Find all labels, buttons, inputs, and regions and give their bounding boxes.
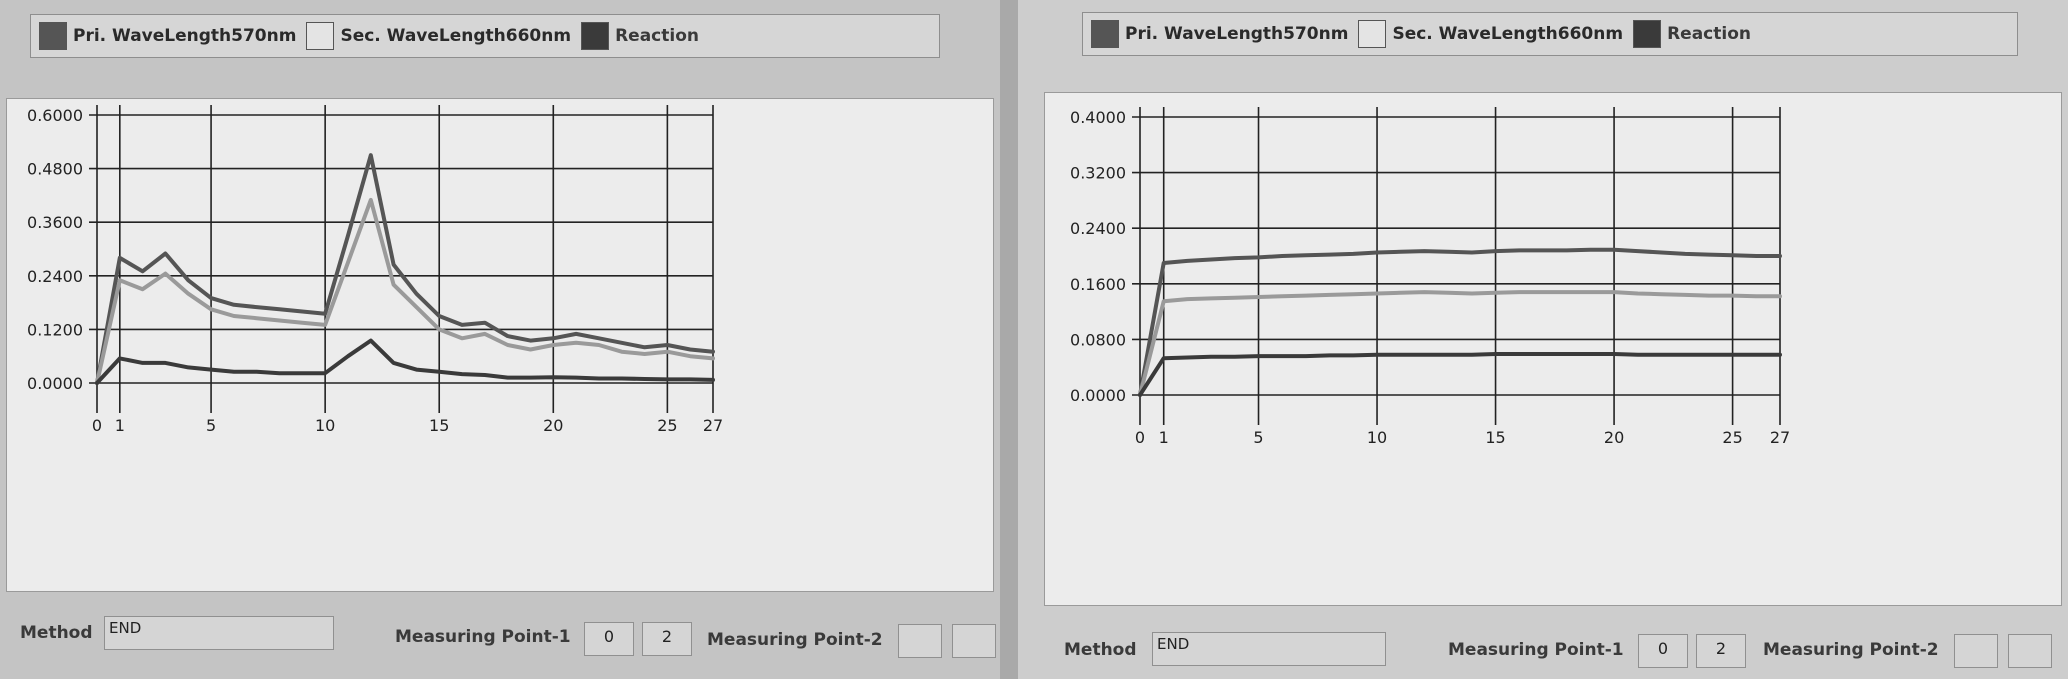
x-tick-label: 10 <box>315 416 335 435</box>
left-panel: Pri. WaveLength570nm Sec. WaveLength660n… <box>0 0 1000 679</box>
chart-left: 0.0000 0.1200 0.2400 0.3600 0.4800 0.6000 0 1 5 1… <box>6 98 994 592</box>
legend-item-pri: Pri. WaveLength570nm <box>39 22 296 50</box>
measuring-point-2-start[interactable] <box>1954 634 1998 668</box>
series-line-pri <box>1138 247 1782 397</box>
measuring-point-1-end[interactable]: 2 <box>1696 634 1746 668</box>
measuring-point-1-start[interactable]: 0 <box>584 622 634 656</box>
legend-label-reaction: Reaction <box>615 26 699 46</box>
measuring-point-2-start[interactable] <box>898 624 942 658</box>
legend-swatch-reaction <box>1633 20 1662 48</box>
y-tick-label: 0.6000 <box>27 106 83 125</box>
series-line-sec <box>95 197 715 385</box>
legend-swatch-sec <box>306 22 335 50</box>
y-tick-label: 0.2400 <box>1070 219 1126 238</box>
legend-item-sec: Sec. WaveLength660nm <box>1358 20 1623 48</box>
panel-divider <box>1000 0 1018 679</box>
series-line-reaction <box>95 338 715 385</box>
x-tick-label: 0 <box>1135 428 1145 447</box>
method-field[interactable]: END <box>104 616 334 650</box>
measuring-point-2-end[interactable] <box>2008 634 2052 668</box>
legend-item-sec: Sec. WaveLength660nm <box>306 22 571 50</box>
series-line-sec <box>1138 290 1782 397</box>
legend-label-sec: Sec. WaveLength660nm <box>340 26 572 46</box>
x-tick-label: 10 <box>1367 428 1387 447</box>
series-line-reaction <box>1138 352 1782 397</box>
chart-right: 0.0000 0.0800 0.1600 0.2400 0.3200 0.4000 0 1 5 1… <box>1044 92 2062 606</box>
measuring-point-2-label: Measuring Point-2 <box>1763 640 1939 660</box>
measuring-point-2-end[interactable] <box>952 624 996 658</box>
x-tick-label: 5 <box>1253 428 1263 447</box>
y-tick-label: 0.1200 <box>27 320 83 339</box>
series-line-pri <box>95 153 715 385</box>
method-label: Method <box>20 623 93 643</box>
legend-swatch-reaction <box>581 22 610 50</box>
x-tick-label: 20 <box>543 416 563 435</box>
measuring-point-1-end[interactable]: 2 <box>642 622 692 656</box>
legend-label-pri: Pri. WaveLength570nm <box>73 26 297 46</box>
measuring-point-1-label: Measuring Point-1 <box>395 627 571 647</box>
measuring-point-2-label: Measuring Point-2 <box>707 630 883 650</box>
legend-swatch-pri <box>1091 20 1119 48</box>
x-tick-label: 15 <box>1485 428 1505 447</box>
legend-label-pri: Pri. WaveLength570nm <box>1125 24 1349 44</box>
x-tick-label: 5 <box>206 416 216 435</box>
legend-item-reaction: Reaction <box>581 22 699 50</box>
y-tick-label: 0.0000 <box>1070 386 1126 405</box>
legend-swatch-pri <box>39 22 67 50</box>
legend-swatch-sec <box>1358 20 1387 48</box>
y-tick-label: 0.0000 <box>27 374 83 393</box>
legend-label-reaction: Reaction <box>1667 24 1751 44</box>
x-tick-label: 1 <box>1159 428 1169 447</box>
x-tick-label: 15 <box>429 416 449 435</box>
y-tick-label: 0.4800 <box>27 160 83 179</box>
measuring-point-1-start[interactable]: 0 <box>1638 634 1688 668</box>
legend-right: Pri. WaveLength570nm Sec. WaveLength660n… <box>1082 12 2018 56</box>
legend-item-reaction: Reaction <box>1633 20 1751 48</box>
x-tick-label: 27 <box>1770 428 1790 447</box>
right-panel: Pri. WaveLength570nm Sec. WaveLength660n… <box>1018 0 2068 679</box>
x-tick-label: 0 <box>92 416 102 435</box>
x-tick-label: 27 <box>703 416 723 435</box>
x-tick-label: 20 <box>1604 428 1624 447</box>
y-tick-label: 0.4000 <box>1070 108 1126 127</box>
legend-label-sec: Sec. WaveLength660nm <box>1392 24 1624 44</box>
y-tick-label: 0.3200 <box>1070 164 1126 183</box>
method-field[interactable]: END <box>1152 632 1386 666</box>
y-tick-label: 0.3600 <box>27 213 83 232</box>
method-label: Method <box>1064 640 1137 660</box>
y-tick-label: 0.1600 <box>1070 275 1126 294</box>
y-tick-label: 0.2400 <box>27 267 83 286</box>
x-tick-label: 1 <box>115 416 125 435</box>
x-tick-label: 25 <box>1722 428 1742 447</box>
legend-left: Pri. WaveLength570nm Sec. WaveLength660n… <box>30 14 940 58</box>
y-tick-label: 0.0800 <box>1070 330 1126 349</box>
x-tick-label: 25 <box>657 416 677 435</box>
measuring-point-1-label: Measuring Point-1 <box>1448 640 1624 660</box>
legend-item-pri: Pri. WaveLength570nm <box>1091 20 1348 48</box>
